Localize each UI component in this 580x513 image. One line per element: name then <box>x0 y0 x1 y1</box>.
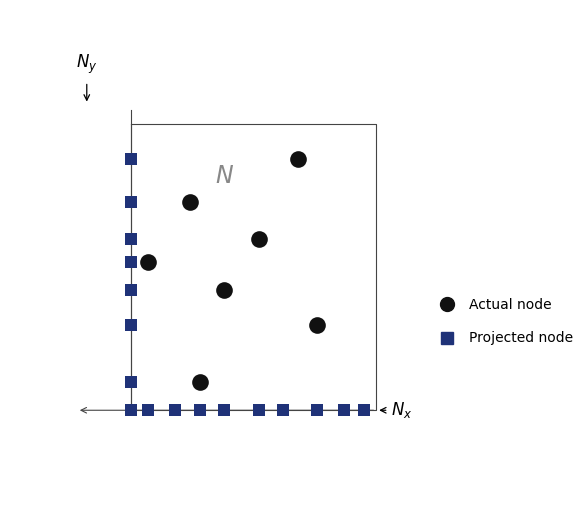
Legend: Actual node, Projected node: Actual node, Projected node <box>427 292 579 351</box>
Text: $N_y$: $N_y$ <box>76 53 97 76</box>
Text: $N_x$: $N_x$ <box>391 400 412 420</box>
Text: $N$: $N$ <box>215 164 234 188</box>
